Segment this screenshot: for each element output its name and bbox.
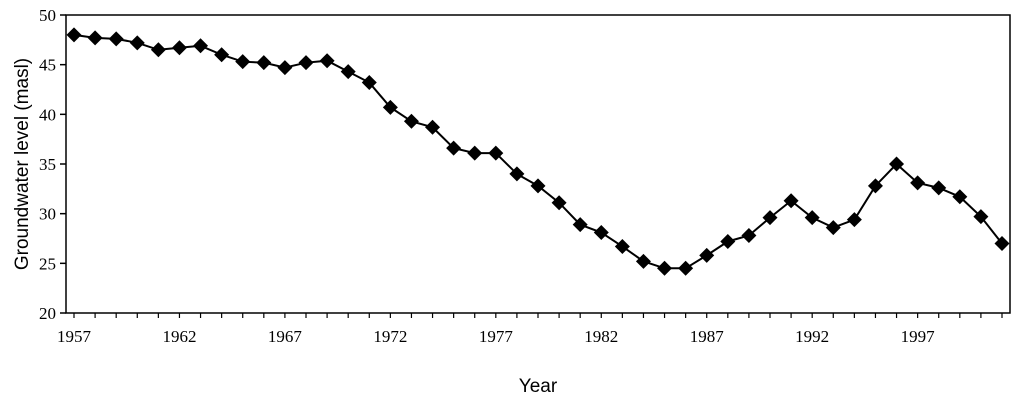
data-point-marker — [129, 35, 145, 51]
data-point-marker — [678, 260, 694, 276]
y-tick-label: 30 — [39, 205, 56, 224]
y-tick-label: 25 — [39, 254, 56, 273]
data-point-marker — [425, 119, 441, 135]
data-point-marker — [235, 54, 251, 70]
data-point-marker — [720, 233, 736, 249]
data-point-marker — [340, 64, 356, 80]
data-point-marker — [530, 178, 546, 194]
data-point-marker — [635, 253, 651, 269]
data-point-marker — [889, 156, 905, 172]
y-tick-label: 20 — [39, 304, 56, 323]
x-tick-label: 1977 — [479, 327, 514, 346]
data-point-marker — [572, 217, 588, 233]
data-point-marker — [910, 175, 926, 191]
data-points — [66, 27, 1010, 276]
data-point-marker — [66, 27, 82, 43]
data-point-marker — [361, 75, 377, 91]
y-tick-label: 50 — [39, 6, 56, 25]
x-tick-label: 1992 — [795, 327, 829, 346]
series-line — [73, 33, 1003, 270]
data-point-marker — [509, 166, 525, 182]
data-point-marker — [593, 225, 609, 241]
data-point-marker — [994, 235, 1010, 251]
data-point-marker — [488, 145, 504, 161]
x-tick-label: 1982 — [584, 327, 618, 346]
y-axis: 20 25 30 35 40 45 50 — [39, 6, 66, 323]
data-point-marker — [804, 210, 820, 226]
data-point-marker — [382, 99, 398, 115]
plot-area-frame — [65, 14, 1011, 314]
x-tick-label: 1962 — [162, 327, 196, 346]
data-point-marker — [108, 31, 124, 47]
x-axis-title: Year — [519, 376, 558, 397]
data-point-marker — [931, 180, 947, 196]
x-tick-label: 1997 — [901, 327, 936, 346]
data-point-marker — [214, 47, 230, 63]
y-tick-label: 45 — [39, 56, 56, 75]
data-point-marker — [762, 210, 778, 226]
data-point-marker — [298, 55, 314, 71]
x-tick-label: 1967 — [268, 327, 303, 346]
data-point-marker — [319, 53, 335, 69]
data-point-marker — [825, 220, 841, 236]
data-point-marker — [256, 55, 272, 71]
data-point-marker — [446, 140, 462, 156]
data-point-marker — [150, 42, 166, 58]
data-point-marker — [87, 30, 103, 46]
x-tick-label: 1972 — [373, 327, 407, 346]
data-point-marker — [783, 193, 799, 209]
x-tick-label: 1957 — [57, 327, 92, 346]
data-point-marker — [973, 209, 989, 225]
data-point-marker — [846, 212, 862, 228]
data-point-marker — [952, 189, 968, 205]
data-point-marker — [403, 113, 419, 129]
data-point-marker — [277, 60, 293, 76]
data-point-marker — [171, 40, 187, 56]
data-point-marker — [551, 195, 567, 211]
y-tick-label: 35 — [39, 155, 56, 174]
data-point-marker — [657, 260, 673, 276]
data-point-marker — [741, 228, 757, 244]
x-tick-label: 1987 — [690, 327, 725, 346]
y-axis-title: Groundwater level (masl) — [12, 58, 33, 270]
data-point-marker — [614, 238, 630, 254]
data-point-marker — [699, 247, 715, 263]
x-axis: 1957 1962 1967 1972 1977 1982 1987 1992 1997 — [57, 313, 1003, 346]
data-point-marker — [193, 38, 209, 54]
y-tick-label: 40 — [39, 105, 56, 124]
data-point-marker — [467, 145, 483, 161]
data-point-marker — [867, 178, 883, 194]
